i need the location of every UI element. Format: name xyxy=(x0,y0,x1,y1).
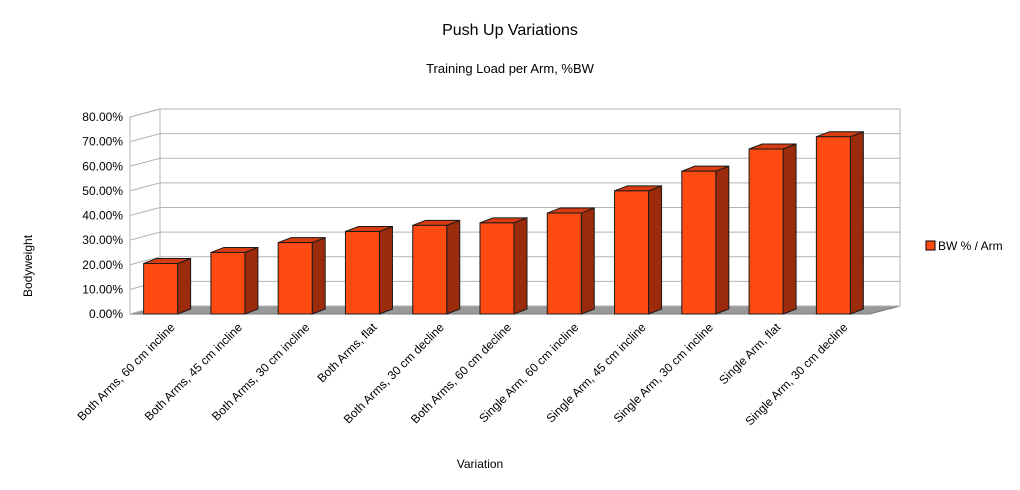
y-tick-label: 40.00% xyxy=(82,209,123,223)
y-tick-label: 0.00% xyxy=(89,307,123,321)
bar-front xyxy=(681,170,717,315)
x-tick-label: Both Arms, flat xyxy=(314,320,380,386)
bar-front xyxy=(143,263,179,315)
x-axis-label: Variation xyxy=(457,457,503,471)
bar xyxy=(143,257,192,315)
bar-front xyxy=(277,242,313,315)
y-tick-label: 70.00% xyxy=(82,135,123,149)
bar-front xyxy=(412,224,448,315)
x-tick-label: Single Arm, flat xyxy=(716,320,783,387)
y-tick-label: 20.00% xyxy=(82,258,123,272)
grid-line xyxy=(129,133,900,143)
bar-side xyxy=(177,257,192,315)
y-tick-label: 50.00% xyxy=(82,184,123,198)
bar-side xyxy=(378,225,393,315)
bar-front xyxy=(614,190,650,315)
bar-side xyxy=(849,130,864,315)
chart-title: Push Up Variations xyxy=(442,22,578,39)
bar xyxy=(546,207,595,315)
bar-side xyxy=(244,246,259,315)
grid-line xyxy=(129,157,900,167)
bar-front xyxy=(344,231,380,315)
bar xyxy=(815,130,864,315)
bar xyxy=(748,143,797,315)
bar-side xyxy=(580,207,595,315)
bar-side xyxy=(782,143,797,315)
bar xyxy=(412,219,461,315)
bar xyxy=(614,185,663,315)
bar-front xyxy=(546,212,582,315)
y-tick-label: 10.00% xyxy=(82,282,123,296)
bar xyxy=(344,225,393,315)
bar xyxy=(277,236,326,315)
bar-side xyxy=(648,185,663,315)
bar-side xyxy=(513,217,528,315)
legend: BW % / Arm xyxy=(925,239,1003,253)
bar-front xyxy=(748,148,784,315)
y-tick-label: 80.00% xyxy=(82,110,123,124)
y-tick-label: 60.00% xyxy=(82,159,123,173)
legend-label: BW % / Arm xyxy=(938,239,1003,253)
y-axis-label: Bodyweight xyxy=(21,234,35,297)
bar-front xyxy=(815,136,851,315)
grid-line xyxy=(129,108,900,118)
legend-swatch xyxy=(925,240,936,251)
bar-side xyxy=(715,165,730,315)
bar-front xyxy=(479,222,515,315)
bar xyxy=(479,217,528,315)
bar-side xyxy=(446,219,461,315)
bar xyxy=(681,165,730,315)
y-axis-ticks: 0.00% 10.00% 20.00% 30.00% 40.00% 50.00% 60.00… xyxy=(82,110,123,321)
bar-side xyxy=(311,236,326,315)
y-tick-label: 30.00% xyxy=(82,233,123,247)
grid-line xyxy=(129,182,900,192)
chart-subtitle: Training Load per Arm, %BW xyxy=(426,61,595,76)
bar-front xyxy=(210,251,246,315)
bars xyxy=(143,130,864,315)
bar xyxy=(210,246,259,315)
